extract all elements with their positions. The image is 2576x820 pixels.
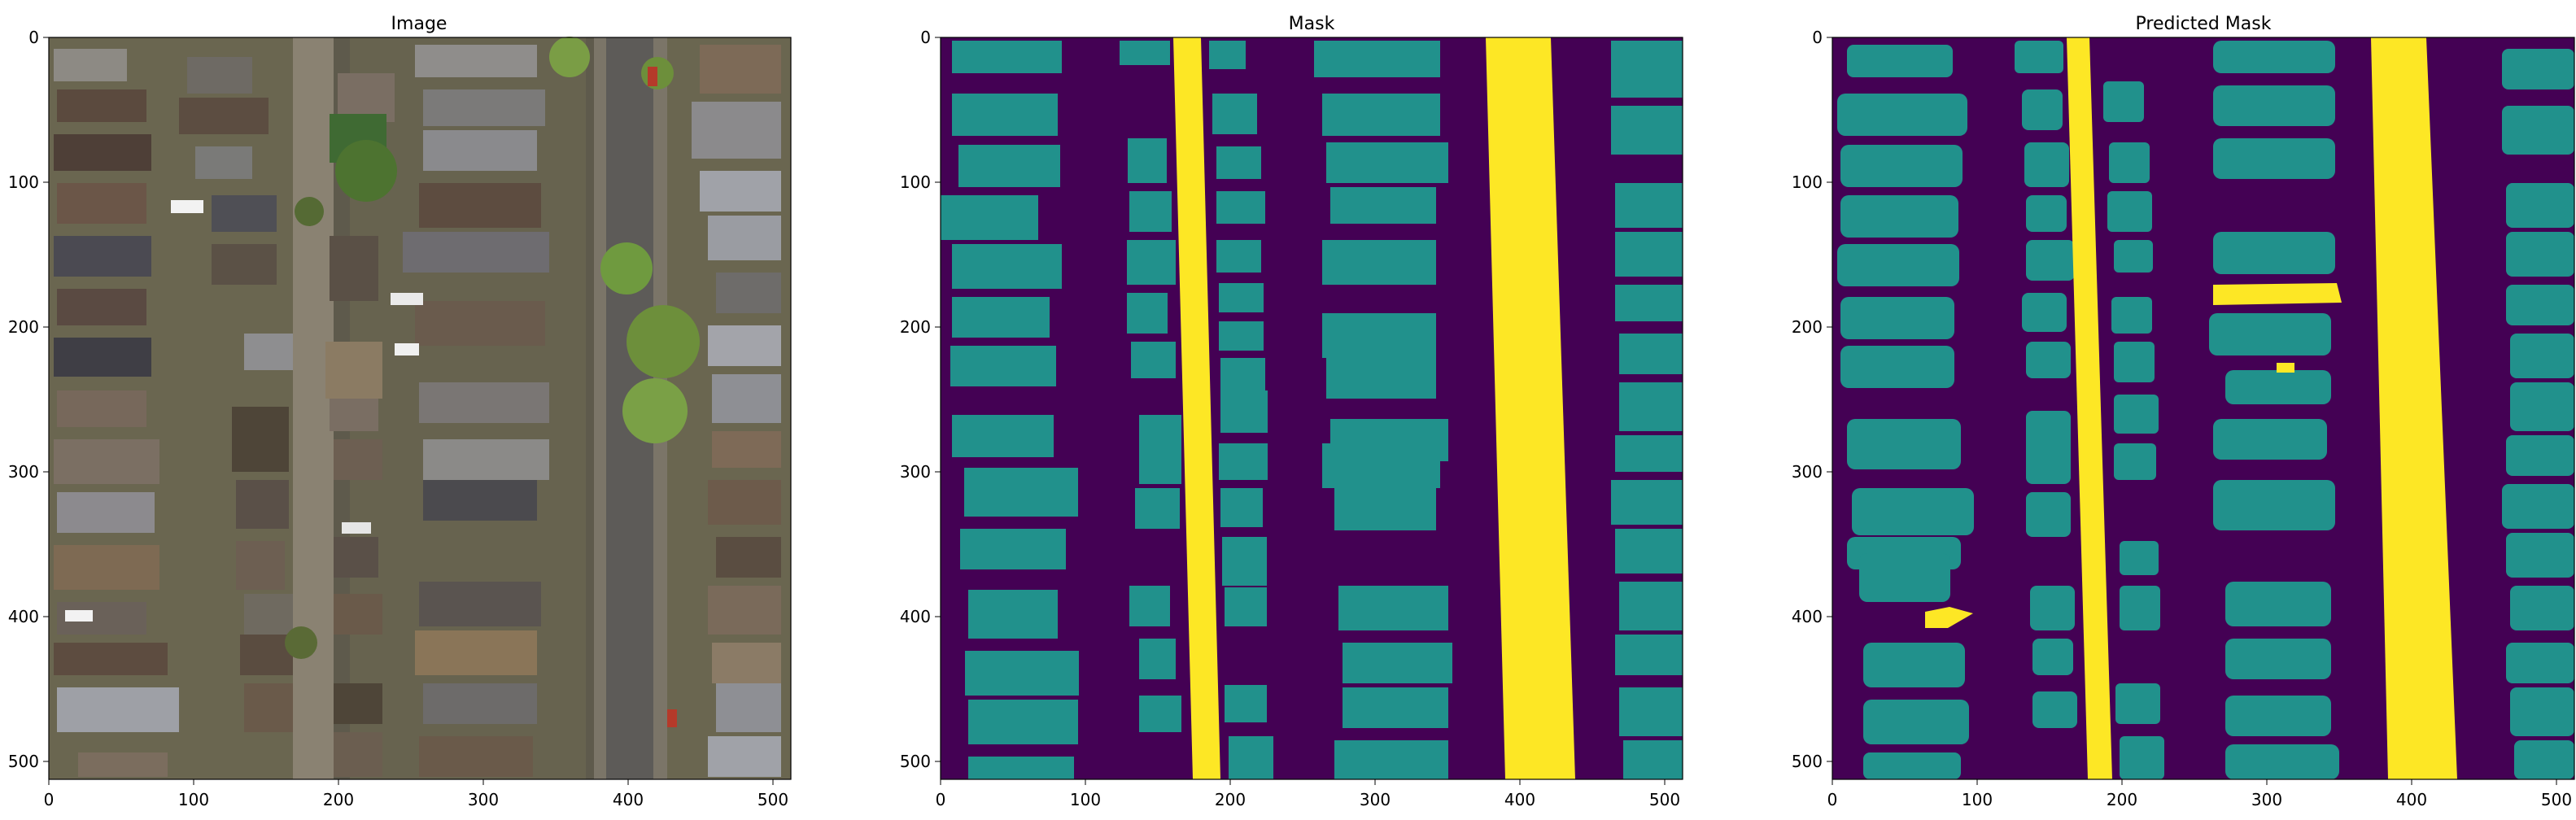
mask-ytick: 500 bbox=[900, 752, 931, 771]
pred-xtick: 200 bbox=[2107, 790, 2137, 809]
image-frame bbox=[48, 37, 792, 780]
image-xtick: 100 bbox=[178, 790, 209, 809]
pred-ytick: 300 bbox=[1792, 462, 1823, 482]
mask-xtick: 0 bbox=[936, 790, 946, 809]
pred-ytick: 400 bbox=[1792, 607, 1823, 626]
image-ytick: 100 bbox=[8, 172, 39, 192]
pred-x-axis: 0 100 200 300 400 500 bbox=[1827, 779, 2572, 809]
mask-xtick: 300 bbox=[1360, 790, 1391, 809]
pred-xtick: 500 bbox=[2541, 790, 2572, 809]
mask-buildings bbox=[941, 41, 1683, 779]
pred-roads bbox=[1925, 37, 2457, 779]
pred-xtick: 400 bbox=[2396, 790, 2427, 809]
image-x-axis: 0 100 200 300 400 500 bbox=[44, 779, 788, 809]
pred-frame bbox=[1832, 37, 2575, 780]
image-xtick: 0 bbox=[44, 790, 55, 809]
pred-xtick: 0 bbox=[1827, 790, 1838, 809]
pred-xtick: 300 bbox=[2251, 790, 2282, 809]
aerial-photo bbox=[49, 37, 791, 779]
image-xtick: 500 bbox=[758, 790, 788, 809]
image-ytick: 500 bbox=[8, 752, 39, 771]
pred-xtick: 100 bbox=[1962, 790, 1993, 809]
image-ytick: 0 bbox=[28, 28, 39, 47]
image-xtick: 200 bbox=[323, 790, 354, 809]
mask-ytick: 300 bbox=[900, 462, 931, 482]
pred-ytick: 100 bbox=[1792, 172, 1823, 192]
pred-ytick: 200 bbox=[1792, 317, 1823, 337]
image-ytick: 200 bbox=[8, 317, 39, 337]
panel-title-image: Image bbox=[391, 14, 448, 34]
image-ytick: 300 bbox=[8, 462, 39, 482]
mask-frame bbox=[940, 37, 1683, 780]
panel-title-predicted: Predicted Mask bbox=[2136, 14, 2272, 34]
mask-xtick: 500 bbox=[1649, 790, 1680, 809]
mask-xtick: 100 bbox=[1070, 790, 1101, 809]
mask-xtick: 200 bbox=[1215, 790, 1246, 809]
mask-xtick: 400 bbox=[1504, 790, 1535, 809]
pred-buildings bbox=[1837, 41, 2574, 779]
panel-mask: Mask bbox=[900, 14, 1683, 809]
mask-ytick: 0 bbox=[920, 28, 931, 47]
pred-ytick: 0 bbox=[1812, 28, 1823, 47]
panel-title-mask: Mask bbox=[1289, 14, 1335, 34]
image-xtick: 300 bbox=[468, 790, 499, 809]
mask-y-axis: 0 100 200 300 400 500 bbox=[900, 28, 941, 771]
mask-ytick: 100 bbox=[900, 172, 931, 192]
pred-y-axis: 0 100 200 300 400 500 bbox=[1792, 28, 1832, 771]
image-y-axis: 0 100 200 300 400 500 bbox=[8, 28, 49, 771]
mask-roads bbox=[1173, 37, 1575, 779]
panel-image: Image bbox=[8, 14, 792, 809]
mask-ytick: 200 bbox=[900, 317, 931, 337]
image-xtick: 400 bbox=[613, 790, 644, 809]
mask-x-axis: 0 100 200 300 400 500 bbox=[936, 779, 1680, 809]
mask-ytick: 400 bbox=[900, 607, 931, 626]
panel-predicted-mask: Predicted Mask bbox=[1792, 14, 2575, 809]
pred-ytick: 500 bbox=[1792, 752, 1823, 771]
image-ytick: 400 bbox=[8, 607, 39, 626]
